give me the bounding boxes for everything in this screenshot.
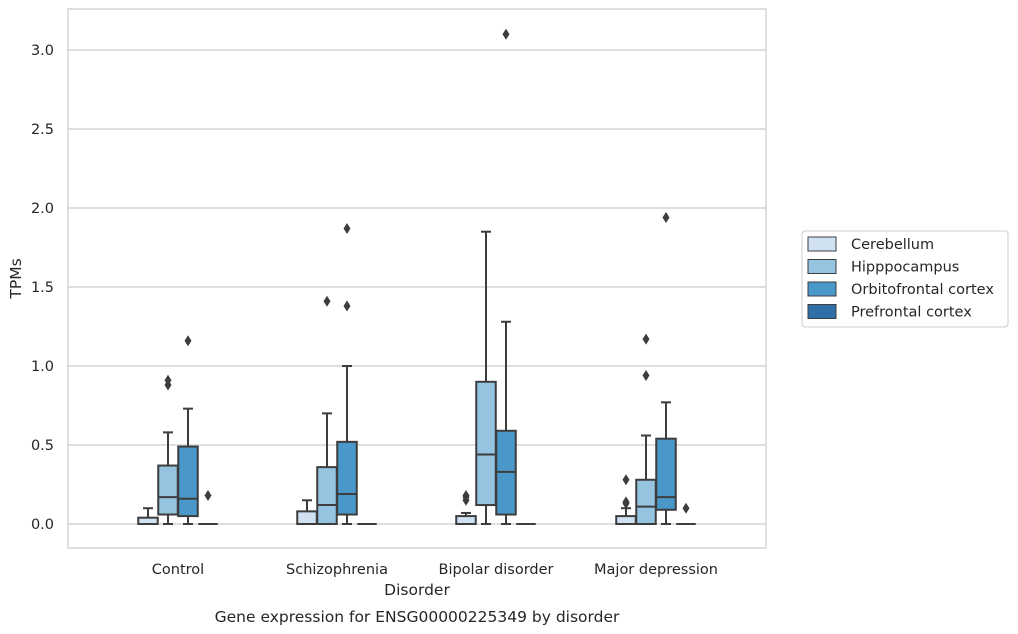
- outlier-point: [502, 28, 510, 40]
- box-cerebellum: [455, 490, 477, 525]
- y-gridlines: [68, 49, 766, 525]
- y-tick-label: 2.0: [31, 201, 54, 217]
- y-tick-label: 1.5: [31, 280, 54, 296]
- y-tick-label: 0.0: [31, 517, 54, 533]
- outlier-point: [184, 335, 192, 347]
- iqr-box: [615, 515, 637, 525]
- outlier-point: [343, 223, 351, 235]
- box-prefrontal-cortex: [198, 490, 218, 525]
- iqr-box: [316, 466, 338, 525]
- legend-label: Orbitofrontal cortex: [851, 282, 994, 298]
- y-tick-label: 0.5: [31, 438, 54, 454]
- chart-caption: Gene expression for ENSG00000225349 by d…: [215, 608, 620, 626]
- outlier-point: [462, 490, 470, 502]
- legend: Cerebellum Hipppocampus Orbitofrontal cort…: [801, 230, 1009, 328]
- legend-label: Cerebellum: [851, 237, 934, 253]
- iqr-box: [455, 515, 477, 525]
- x-tick-label: Major depression: [594, 562, 718, 578]
- box-hipppocampus: [316, 295, 338, 525]
- x-tick-label: Schizophrenia: [286, 562, 388, 578]
- iqr-box: [655, 437, 677, 511]
- box-orbitofrontal-cortex: [336, 223, 358, 525]
- outlier-point: [642, 333, 650, 345]
- box-series: [137, 28, 696, 526]
- outlier-point: [622, 474, 630, 486]
- outlier-point: [164, 374, 172, 386]
- legend-swatch: [807, 304, 837, 319]
- outlier-point: [323, 295, 331, 307]
- y-tick-label: 2.5: [31, 122, 54, 138]
- box-hipppocampus: [475, 230, 497, 525]
- x-tick-label: Control: [152, 562, 204, 578]
- outlier-point: [682, 502, 690, 514]
- outlier-point: [343, 300, 351, 312]
- box-orbitofrontal-cortex: [655, 211, 677, 525]
- box-orbitofrontal-cortex: [177, 335, 199, 525]
- box-cerebellum: [296, 499, 318, 525]
- legend-label: Hipppocampus: [851, 260, 959, 276]
- x-tick-labels: Control Schizophrenia Bipolar disorder Majo…: [152, 562, 718, 578]
- iqr-box: [296, 510, 318, 525]
- legend-swatch: [807, 236, 837, 252]
- outlier-point: [622, 496, 630, 508]
- box-cerebellum: [137, 507, 159, 525]
- outlier-point: [204, 490, 212, 502]
- iqr-box: [336, 440, 358, 516]
- outlier-point: [642, 369, 650, 381]
- outlier-point: [662, 211, 670, 223]
- y-tick-label: 3.0: [31, 43, 54, 59]
- plot-frame: [67, 8, 767, 549]
- legend-frame: [801, 230, 1009, 328]
- box-orbitofrontal-cortex: [495, 28, 517, 525]
- x-axis-label: Disorder: [384, 581, 450, 599]
- legend-swatch: [807, 259, 837, 274]
- iqr-box: [475, 380, 497, 507]
- legend-swatch: [807, 281, 837, 297]
- iqr-box: [177, 445, 199, 518]
- y-tick-label: 1.0: [31, 359, 54, 375]
- box-hipppocampus: [635, 333, 657, 526]
- box-prefrontal-cortex: [676, 502, 696, 525]
- iqr-box: [157, 464, 179, 516]
- x-tick-label: Bipolar disorder: [439, 562, 554, 578]
- y-axis-label: TPMs: [7, 258, 25, 299]
- iqr-box: [635, 478, 657, 526]
- box-hipppocampus: [157, 374, 179, 525]
- box-cerebellum: [615, 474, 637, 525]
- y-tick-labels: 0.0 0.5 1.0 1.5 2.0 2.5 3.0: [31, 43, 54, 533]
- legend-label: Prefrontal cortex: [851, 305, 972, 321]
